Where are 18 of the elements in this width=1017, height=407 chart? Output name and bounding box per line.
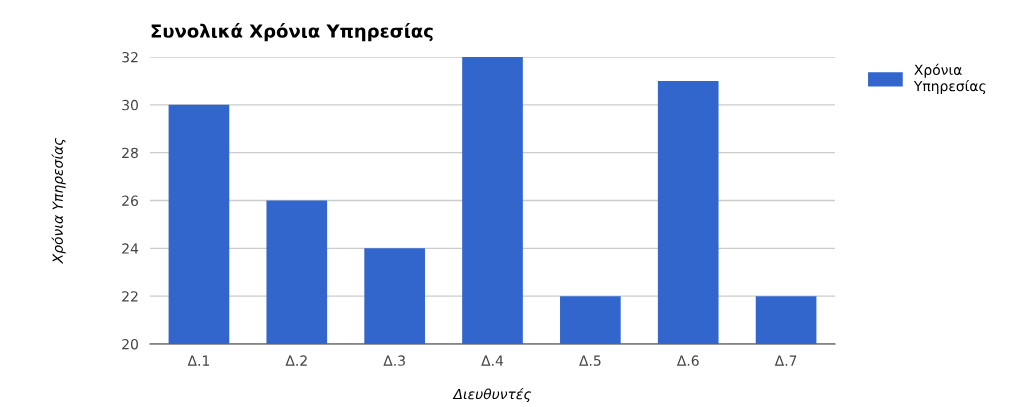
chart-title: Συνολικά Χρόνια Υπηρεσίας [151, 23, 433, 42]
x-tick-label: Δ.2 [285, 355, 307, 366]
y-tick-label: 26 [122, 195, 139, 206]
x-tick-label: Δ.7 [774, 355, 797, 366]
x-tick-label: Δ.6 [676, 355, 699, 366]
y-tick-label: 30 [122, 99, 138, 111]
x-tick-label: Δ.5 [579, 355, 601, 366]
y-tick-label: 22 [122, 291, 138, 302]
x-tick-label: Δ.3 [383, 355, 405, 366]
x-tick-label: Δ.1 [187, 355, 210, 366]
y-tick-label: 32 [122, 51, 138, 63]
x-tick-label: Δ.4 [481, 355, 504, 366]
y-tick-label: 24 [122, 243, 139, 254]
y-tick-label: 20 [122, 338, 138, 350]
x-axis-title: Διευθυντές [452, 388, 532, 403]
legend-label: Χρόνια Υπηρεσίας [913, 63, 986, 94]
y-axis-title: Χρόνια Υπηρεσίας [51, 138, 66, 264]
y-tick-label: 28 [122, 147, 138, 159]
